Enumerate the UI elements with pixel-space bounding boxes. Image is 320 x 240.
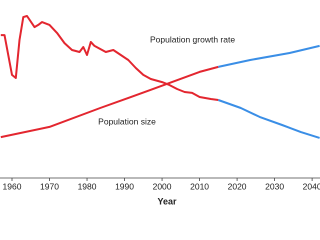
x-axis-title: Year [157,196,177,206]
annotation: Population size [98,116,156,126]
annotation: Population growth rate [150,34,235,44]
line [0,15,219,101]
x-tick-label: 1980 [78,181,97,191]
x-tick-label: 2010 [190,181,209,191]
x-tick-label: 1990 [115,181,134,191]
x-tick-label: 1970 [40,181,59,191]
x-tick-label: 2040 [303,181,320,191]
x-tick-label: 2000 [153,181,172,191]
chart: Year Population growth rate Population s… [0,15,320,206]
line [0,65,219,139]
line [217,99,320,139]
x-tick-label: 2020 [228,181,247,191]
x-tick-label: 2030 [265,181,284,191]
line [218,44,320,68]
x-tick-label: 1960 [3,181,22,191]
